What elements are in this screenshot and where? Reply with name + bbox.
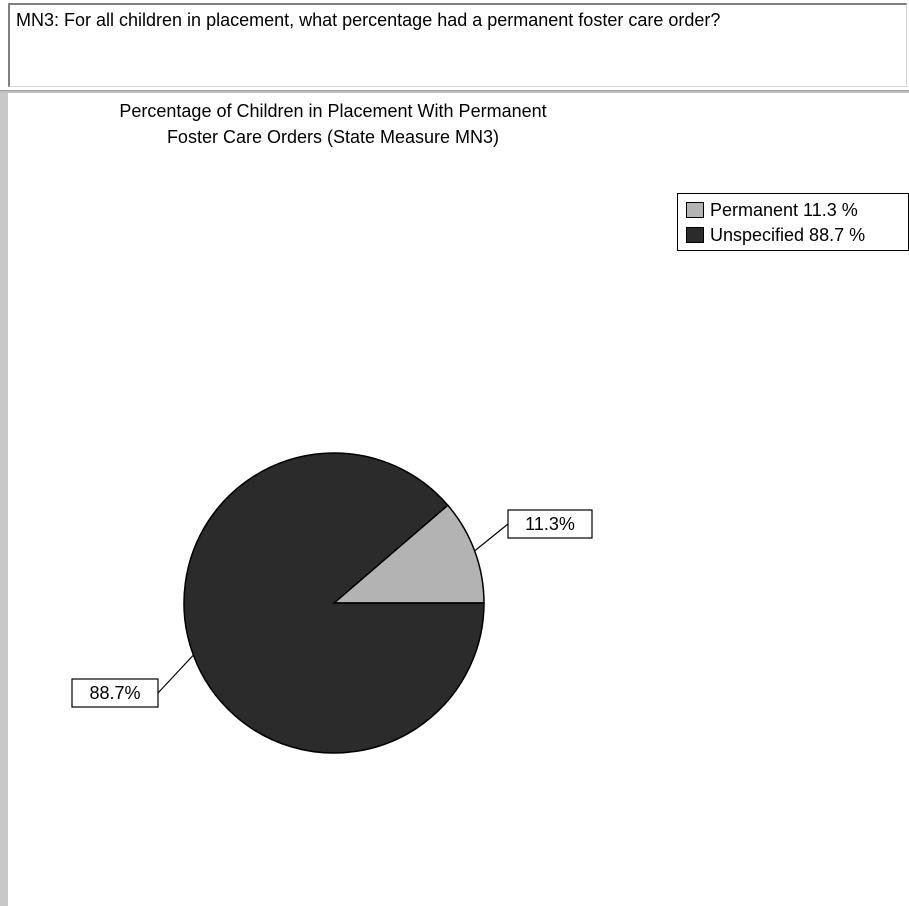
data-label-unspecified: 88.7% bbox=[89, 683, 140, 703]
leader-line-permanent bbox=[474, 523, 509, 552]
legend-label-unspecified: Unspecified 88.7 % bbox=[710, 225, 866, 245]
legend-item-permanent: Permanent 11.3 % bbox=[686, 198, 858, 222]
question-text: MN3: For all children in placement, what… bbox=[16, 10, 721, 30]
legend-swatch-unspecified bbox=[686, 227, 704, 243]
data-label-permanent: 11.3% bbox=[525, 514, 575, 534]
chart-title: Percentage of Children in Placement With… bbox=[119, 101, 547, 147]
pane-separator[interactable] bbox=[0, 90, 909, 94]
pie-slice-unspecified bbox=[183, 452, 485, 754]
legend-label-permanent: Permanent 11.3 % bbox=[710, 200, 858, 220]
chart-legend: Permanent 11.3 % Unspecified 88.7 % bbox=[677, 193, 909, 251]
pie-slice-permanent bbox=[331, 504, 485, 604]
legend-swatch-permanent bbox=[686, 202, 704, 218]
data-label-box-unspecified bbox=[71, 678, 159, 708]
question-text-box[interactable]: MN3: For all children in placement, what… bbox=[8, 3, 907, 87]
legend-item-unspecified: Unspecified 88.7 % bbox=[686, 223, 865, 247]
pie-chart: 11.3% 88.7% bbox=[71, 452, 593, 754]
left-border bbox=[0, 93, 8, 906]
leader-line-unspecified bbox=[157, 654, 194, 694]
data-label-box-permanent bbox=[507, 509, 593, 539]
chart-area: Percentage of Children in Placement With… bbox=[8, 93, 909, 906]
